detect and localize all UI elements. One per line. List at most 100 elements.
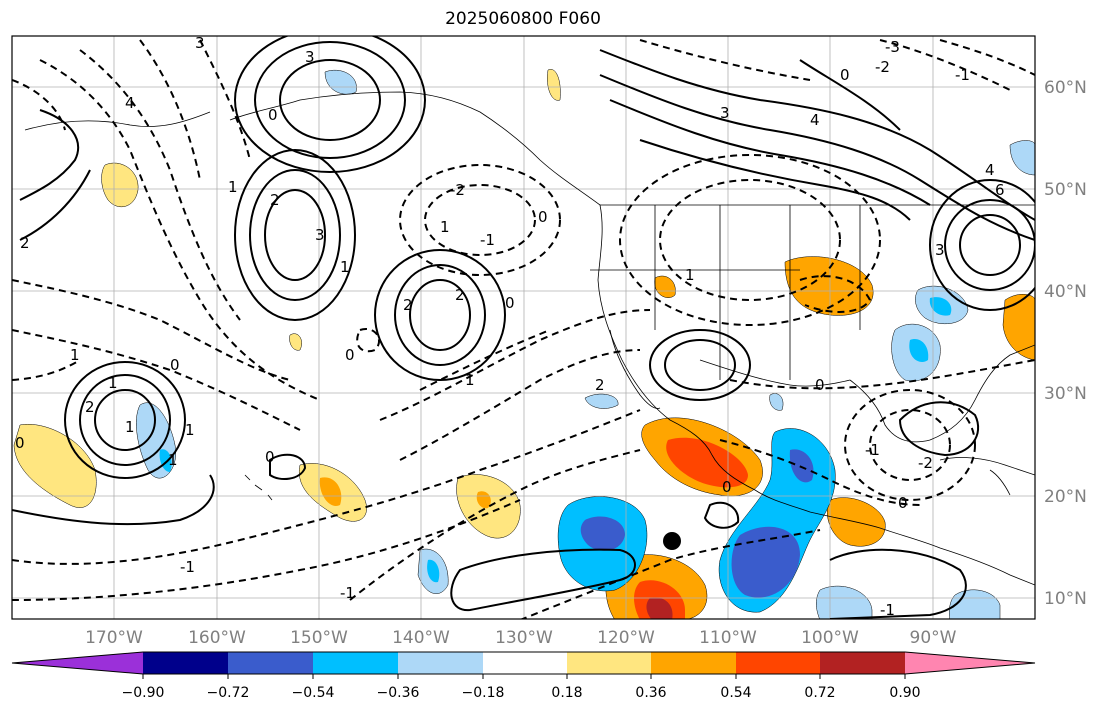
contour-label: 1 [465, 371, 475, 389]
negative-anomaly-area [769, 393, 784, 411]
contour-label: 0 [265, 448, 275, 466]
longitude-label: 90°W [910, 628, 957, 648]
colorbar-extend-high [905, 652, 1035, 674]
contour-label: 0 [840, 66, 850, 84]
contour-labels: 3 3 4 0 2 1 3 2 1 2 0 1 1 0 2 1 1 0 1 -1… [15, 34, 1005, 619]
contour-label: 0 [505, 294, 515, 312]
contour-label: 1 [340, 258, 350, 276]
dashed-height-contours [12, 39, 1035, 619]
latitude-axis: 60°N 50°N 40°N 30°N 20°N 10°N [1044, 78, 1087, 609]
contour-label: 0 [345, 346, 355, 364]
contour-label: 6 [995, 181, 1005, 199]
longitude-label: 150°W [290, 628, 348, 648]
colorbar-segment [143, 652, 228, 674]
contour-label: 1 [440, 218, 450, 236]
colorbar-segment [736, 652, 820, 674]
latitude-label: 50°N [1044, 180, 1087, 200]
storm-center-marker [663, 532, 681, 550]
contour-label: 2 [455, 286, 465, 304]
anomaly-shading [13, 69, 1035, 619]
contour-label: 1 [185, 421, 195, 439]
contour-label: -1 [955, 66, 970, 84]
contour-label: 2 [20, 234, 30, 252]
positive-anomaly-area [476, 491, 491, 509]
contour-label: -2 [450, 181, 465, 199]
contour-label: 3 [195, 34, 205, 52]
latitude-label: 20°N [1044, 487, 1087, 507]
negative-anomaly-area [909, 339, 929, 362]
latitude-label: 60°N [1044, 78, 1087, 98]
negative-anomaly-area [324, 69, 357, 95]
negative-anomaly-area [789, 449, 814, 483]
contour-label: 2 [595, 376, 605, 394]
contour-label: -1 [865, 441, 880, 459]
contour-label: 0 [268, 106, 278, 124]
negative-anomaly-area [929, 297, 952, 316]
contour-label: 2 [270, 191, 280, 209]
lat-lon-grid [12, 36, 1035, 619]
contour-label: 3 [305, 48, 315, 66]
colorbar: −0.90 −0.72 −0.54 −0.36 −0.18 0.18 0.36 … [11, 651, 1036, 701]
colorbar-tick-label: 0.72 [804, 685, 835, 701]
positive-anomaly-area [101, 162, 139, 208]
colorbar-tick-label: 0.90 [889, 685, 920, 701]
contour-label: 1 [168, 451, 178, 469]
contour-label: 1 [70, 346, 80, 364]
colorbar-segment [483, 652, 567, 674]
contour-label: -1 [880, 601, 895, 619]
colorbar-tick-label: 0.36 [635, 685, 666, 701]
longitude-label: 130°W [495, 628, 553, 648]
colorbar-tick-label: −0.72 [207, 685, 250, 701]
contour-label: -2 [875, 58, 890, 76]
map-frame [11, 35, 1036, 620]
contour-label: -2 [918, 454, 933, 472]
positive-anomaly-area [654, 275, 676, 298]
positive-anomaly-area [13, 423, 97, 508]
positive-anomaly-area [666, 437, 748, 488]
colorbar-extend-low [12, 652, 143, 674]
contour-label: 3 [935, 241, 945, 259]
contour-label: 1 [685, 266, 695, 284]
longitude-label: 110°W [699, 628, 757, 648]
negative-anomaly-area [584, 393, 619, 409]
longitude-label: 120°W [597, 628, 655, 648]
contour-label: 0 [722, 478, 732, 496]
contour-label: 0 [170, 356, 180, 374]
contour-label: -3 [885, 38, 900, 56]
colorbar-tick-label: −0.90 [122, 685, 165, 701]
contour-label: -1 [180, 558, 195, 576]
contour-label: -1 [340, 584, 355, 602]
longitude-label: 160°W [188, 628, 246, 648]
contour-label: 4 [985, 161, 995, 179]
contour-label: 0 [898, 494, 908, 512]
contour-label: 0 [15, 434, 25, 452]
colorbar-tick-label: 0.18 [551, 685, 582, 701]
positive-anomaly-area [289, 333, 302, 351]
negative-anomaly-area [731, 526, 800, 598]
colorbar-segment [651, 652, 736, 674]
colorbar-tick-label: −0.36 [377, 685, 420, 701]
latitude-label: 30°N [1044, 384, 1087, 404]
negative-anomaly-area [816, 585, 873, 619]
contour-label: 0 [538, 208, 548, 226]
colorbar-segment [567, 652, 651, 674]
contour-label: 2 [403, 296, 413, 314]
map-title: 2025060800 F060 [445, 9, 601, 29]
longitude-label: 140°W [392, 628, 450, 648]
contour-label: 1 [125, 418, 135, 436]
height-contours [12, 36, 1035, 619]
colorbar-segment [398, 652, 483, 674]
contour-label: 3 [720, 104, 730, 122]
negative-anomaly-area [580, 516, 625, 551]
coastlines [24, 91, 1035, 586]
contour-label: 4 [125, 94, 135, 112]
latitude-label: 10°N [1044, 589, 1087, 609]
colorbar-segment [820, 652, 905, 674]
contour-label: 0 [815, 376, 825, 394]
contour-label: 1 [108, 374, 118, 392]
latitude-label: 40°N [1044, 282, 1087, 302]
longitude-axis: 170°W 160°W 150°W 140°W 130°W 120°W 110°… [85, 628, 957, 648]
longitude-label: 170°W [85, 628, 143, 648]
contour-label: 3 [315, 226, 325, 244]
